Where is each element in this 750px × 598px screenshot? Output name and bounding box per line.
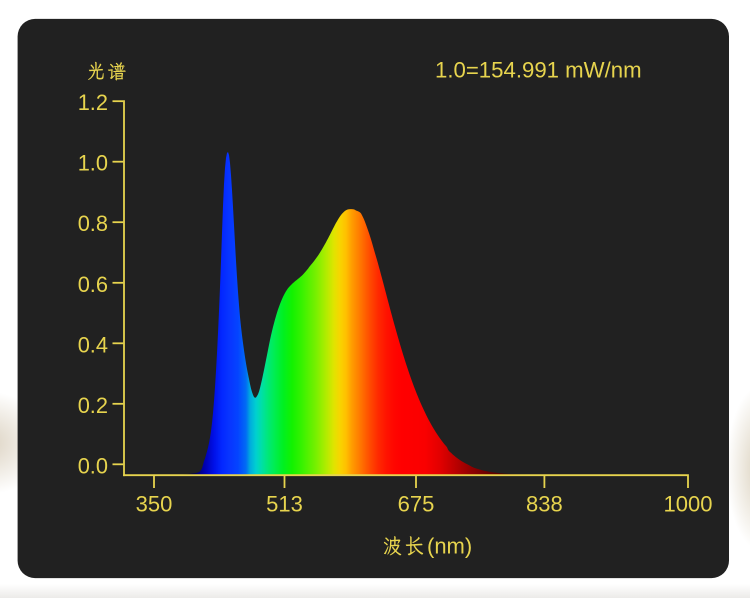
svg-text:0.0: 0.0 (78, 453, 108, 478)
svg-text:0.2: 0.2 (78, 393, 108, 418)
svg-text:0.8: 0.8 (78, 211, 108, 236)
svg-text:0.6: 0.6 (78, 272, 108, 297)
svg-text:350: 350 (136, 492, 173, 517)
svg-text:1.0: 1.0 (78, 151, 108, 176)
svg-text:0.4: 0.4 (78, 332, 108, 357)
svg-text:513: 513 (266, 492, 303, 517)
svg-text:(nm): (nm) (427, 534, 472, 559)
svg-text:838: 838 (526, 492, 563, 517)
svg-text:1000: 1000 (664, 492, 713, 517)
svg-text:675: 675 (398, 492, 435, 517)
svg-text:1.2: 1.2 (78, 90, 108, 115)
svg-text:1.0=154.991 mW/nm: 1.0=154.991 mW/nm (435, 57, 642, 82)
